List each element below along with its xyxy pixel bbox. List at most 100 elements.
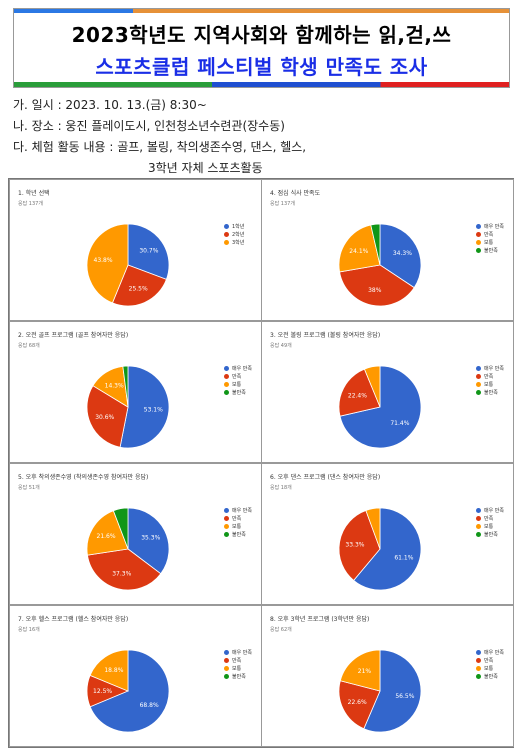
pie-slice-label: 21.6% <box>97 533 116 540</box>
pie-slice <box>119 365 170 449</box>
pie-chart: 34.3% 38% 24.1% <box>338 223 422 307</box>
legend-swatch <box>476 523 481 529</box>
legend-label: 만족 <box>232 515 242 522</box>
legend-swatch <box>224 389 229 395</box>
pie-slice <box>122 365 129 408</box>
info-activities: 다. 체험 활동 내용 : 골프, 볼링, 착의생존수영, 댄스, 헬스, <box>13 140 307 154</box>
chart-response-count: 응답 137개 <box>270 201 295 207</box>
legend-item: 만족 <box>224 514 252 522</box>
pie-chart: 68.8% 12.5% 18.8% <box>86 649 170 733</box>
legend-label: 1학년 <box>232 223 245 230</box>
pie-slice-label: 71.4% <box>390 420 409 427</box>
legend-item: 매우 만족 <box>224 364 252 372</box>
chart-title: 2. 오전 골프 프로그램 (골프 참여자만 응답) <box>18 332 129 339</box>
chart-card: 1. 학년 선택 응답 137개 30.7% 25.5% 43.8% 1학년 2학년 3학년 <box>9 179 262 321</box>
chart-response-count: 응답 68개 <box>18 343 40 349</box>
legend-swatch <box>224 231 229 237</box>
legend-item: 1학년 <box>224 222 244 230</box>
legend-swatch <box>476 247 481 253</box>
pie-slice <box>339 264 415 307</box>
chart-title: 6. 오후 댄스 프로그램 (댄스 참여자만 응답) <box>270 474 381 481</box>
legend-label: 만족 <box>232 657 242 664</box>
pie-slice-label: 24.1% <box>349 248 368 255</box>
pie-slice <box>353 507 422 591</box>
legend-swatch <box>476 373 481 379</box>
chart-legend: 매우 만족 만족 보통 불만족 <box>224 364 252 396</box>
legend-swatch <box>224 373 229 379</box>
legend-item: 매우 만족 <box>224 506 252 514</box>
legend-label: 2학년 <box>232 231 245 238</box>
chart-card: 5. 오후 착의생존수영 (착의생존수영 참여자만 응답) 응답 51개 35.3%… <box>9 463 262 605</box>
legend-swatch <box>476 389 481 395</box>
title-top-bar <box>14 9 509 13</box>
pie-slice <box>370 223 381 266</box>
pie-slice <box>127 507 170 575</box>
pie-slice-label: 18.8% <box>104 667 123 674</box>
legend-label: 불만족 <box>232 673 246 680</box>
chart-response-count: 응답 16개 <box>18 627 40 633</box>
pie-slice <box>111 264 167 307</box>
legend-label: 매우 만족 <box>484 649 504 656</box>
legend-item: 매우 만족 <box>476 648 504 656</box>
chart-title: 7. 오후 헬스 프로그램 (헬스 참여자만 응답) <box>18 616 129 623</box>
legend-swatch <box>224 239 229 245</box>
legend-item: 매우 만족 <box>476 222 504 230</box>
chart-title: 1. 학년 선택 <box>18 190 50 197</box>
legend-item: 불만족 <box>476 388 504 396</box>
legend-item: 불만족 <box>476 246 504 254</box>
pie-slice-label: 38% <box>368 287 382 294</box>
chart-response-count: 응답 137개 <box>18 201 43 207</box>
pie-slice <box>127 223 170 280</box>
legend-label: 불만족 <box>484 389 498 396</box>
legend-swatch <box>224 223 229 229</box>
pie-slice <box>339 649 381 692</box>
legend-swatch <box>224 531 229 537</box>
title-box: 2023학년도 지역사회와 함께하는 읽,걷,쓰 스포츠클럽 페스티벌 학생 만… <box>13 8 510 88</box>
chart-title: 8. 오후 3학년 프로그램 (3학년만 응답) <box>270 616 370 623</box>
legend-label: 보통 <box>484 239 494 246</box>
pie-slice-label: 53.1% <box>144 406 163 413</box>
pie-chart: 35.3% 37.3% 21.6% <box>86 507 170 591</box>
legend-swatch <box>476 223 481 229</box>
legend-label: 매우 만족 <box>232 365 252 372</box>
legend-item: 3학년 <box>224 238 244 246</box>
pie-slice <box>339 365 422 449</box>
legend-label: 보통 <box>232 523 242 530</box>
legend-label: 보통 <box>232 381 242 388</box>
pie-slice-label: 43.8% <box>94 257 113 264</box>
chart-card: 7. 오후 헬스 프로그램 (헬스 참여자만 응답) 응답 16개 68.8% 12.… <box>9 605 262 747</box>
legend-item: 보통 <box>224 380 252 388</box>
chart-card: 4. 점심 식사 만족도 응답 137개 34.3% 38% 24.1% 매우 만족 만족 보… <box>261 179 514 321</box>
legend-label: 매우 만족 <box>484 223 504 230</box>
pie-slice <box>363 365 381 408</box>
pie-slice <box>89 649 129 692</box>
legend-swatch <box>476 381 481 387</box>
page-subtitle: 스포츠클럽 페스티벌 학생 만족도 조사 <box>95 55 428 79</box>
legend-swatch <box>476 657 481 663</box>
pie-slice <box>365 507 381 550</box>
chart-response-count: 응답 18개 <box>270 485 292 491</box>
pie-slice <box>86 223 129 304</box>
info-activities-cont: 3학년 자체 스포츠활동 <box>148 161 263 175</box>
pie-slice-label: 33.3% <box>345 542 364 549</box>
info-date: 가. 일시 : 2023. 10. 13.(금) 8:30~ <box>13 98 207 112</box>
legend-swatch <box>476 649 481 655</box>
pie-slice-label: 56.5% <box>395 693 414 700</box>
chart-legend: 매우 만족 만족 보통 불만족 <box>476 364 504 396</box>
page-title: 2023학년도 지역사회와 함께하는 읽,걷,쓰 <box>71 23 452 47</box>
legend-swatch <box>224 515 229 521</box>
legend-swatch <box>476 507 481 513</box>
legend-label: 불만족 <box>232 389 246 396</box>
pie-slice-label: 25.5% <box>129 285 148 292</box>
pie-slice-label: 68.8% <box>140 702 159 709</box>
legend-swatch <box>476 673 481 679</box>
legend-label: 매우 만족 <box>232 507 252 514</box>
pie-slice <box>86 510 129 556</box>
pie-slice-label: 22.4% <box>348 392 367 399</box>
pie-chart: 53.1% 30.6% 14.3% <box>86 365 170 449</box>
pie-slice <box>363 649 422 733</box>
chart-response-count: 응답 49개 <box>270 343 292 349</box>
pie-chart: 56.5% 22.6% 21% <box>338 649 422 733</box>
legend-swatch <box>476 231 481 237</box>
legend-swatch <box>476 515 481 521</box>
